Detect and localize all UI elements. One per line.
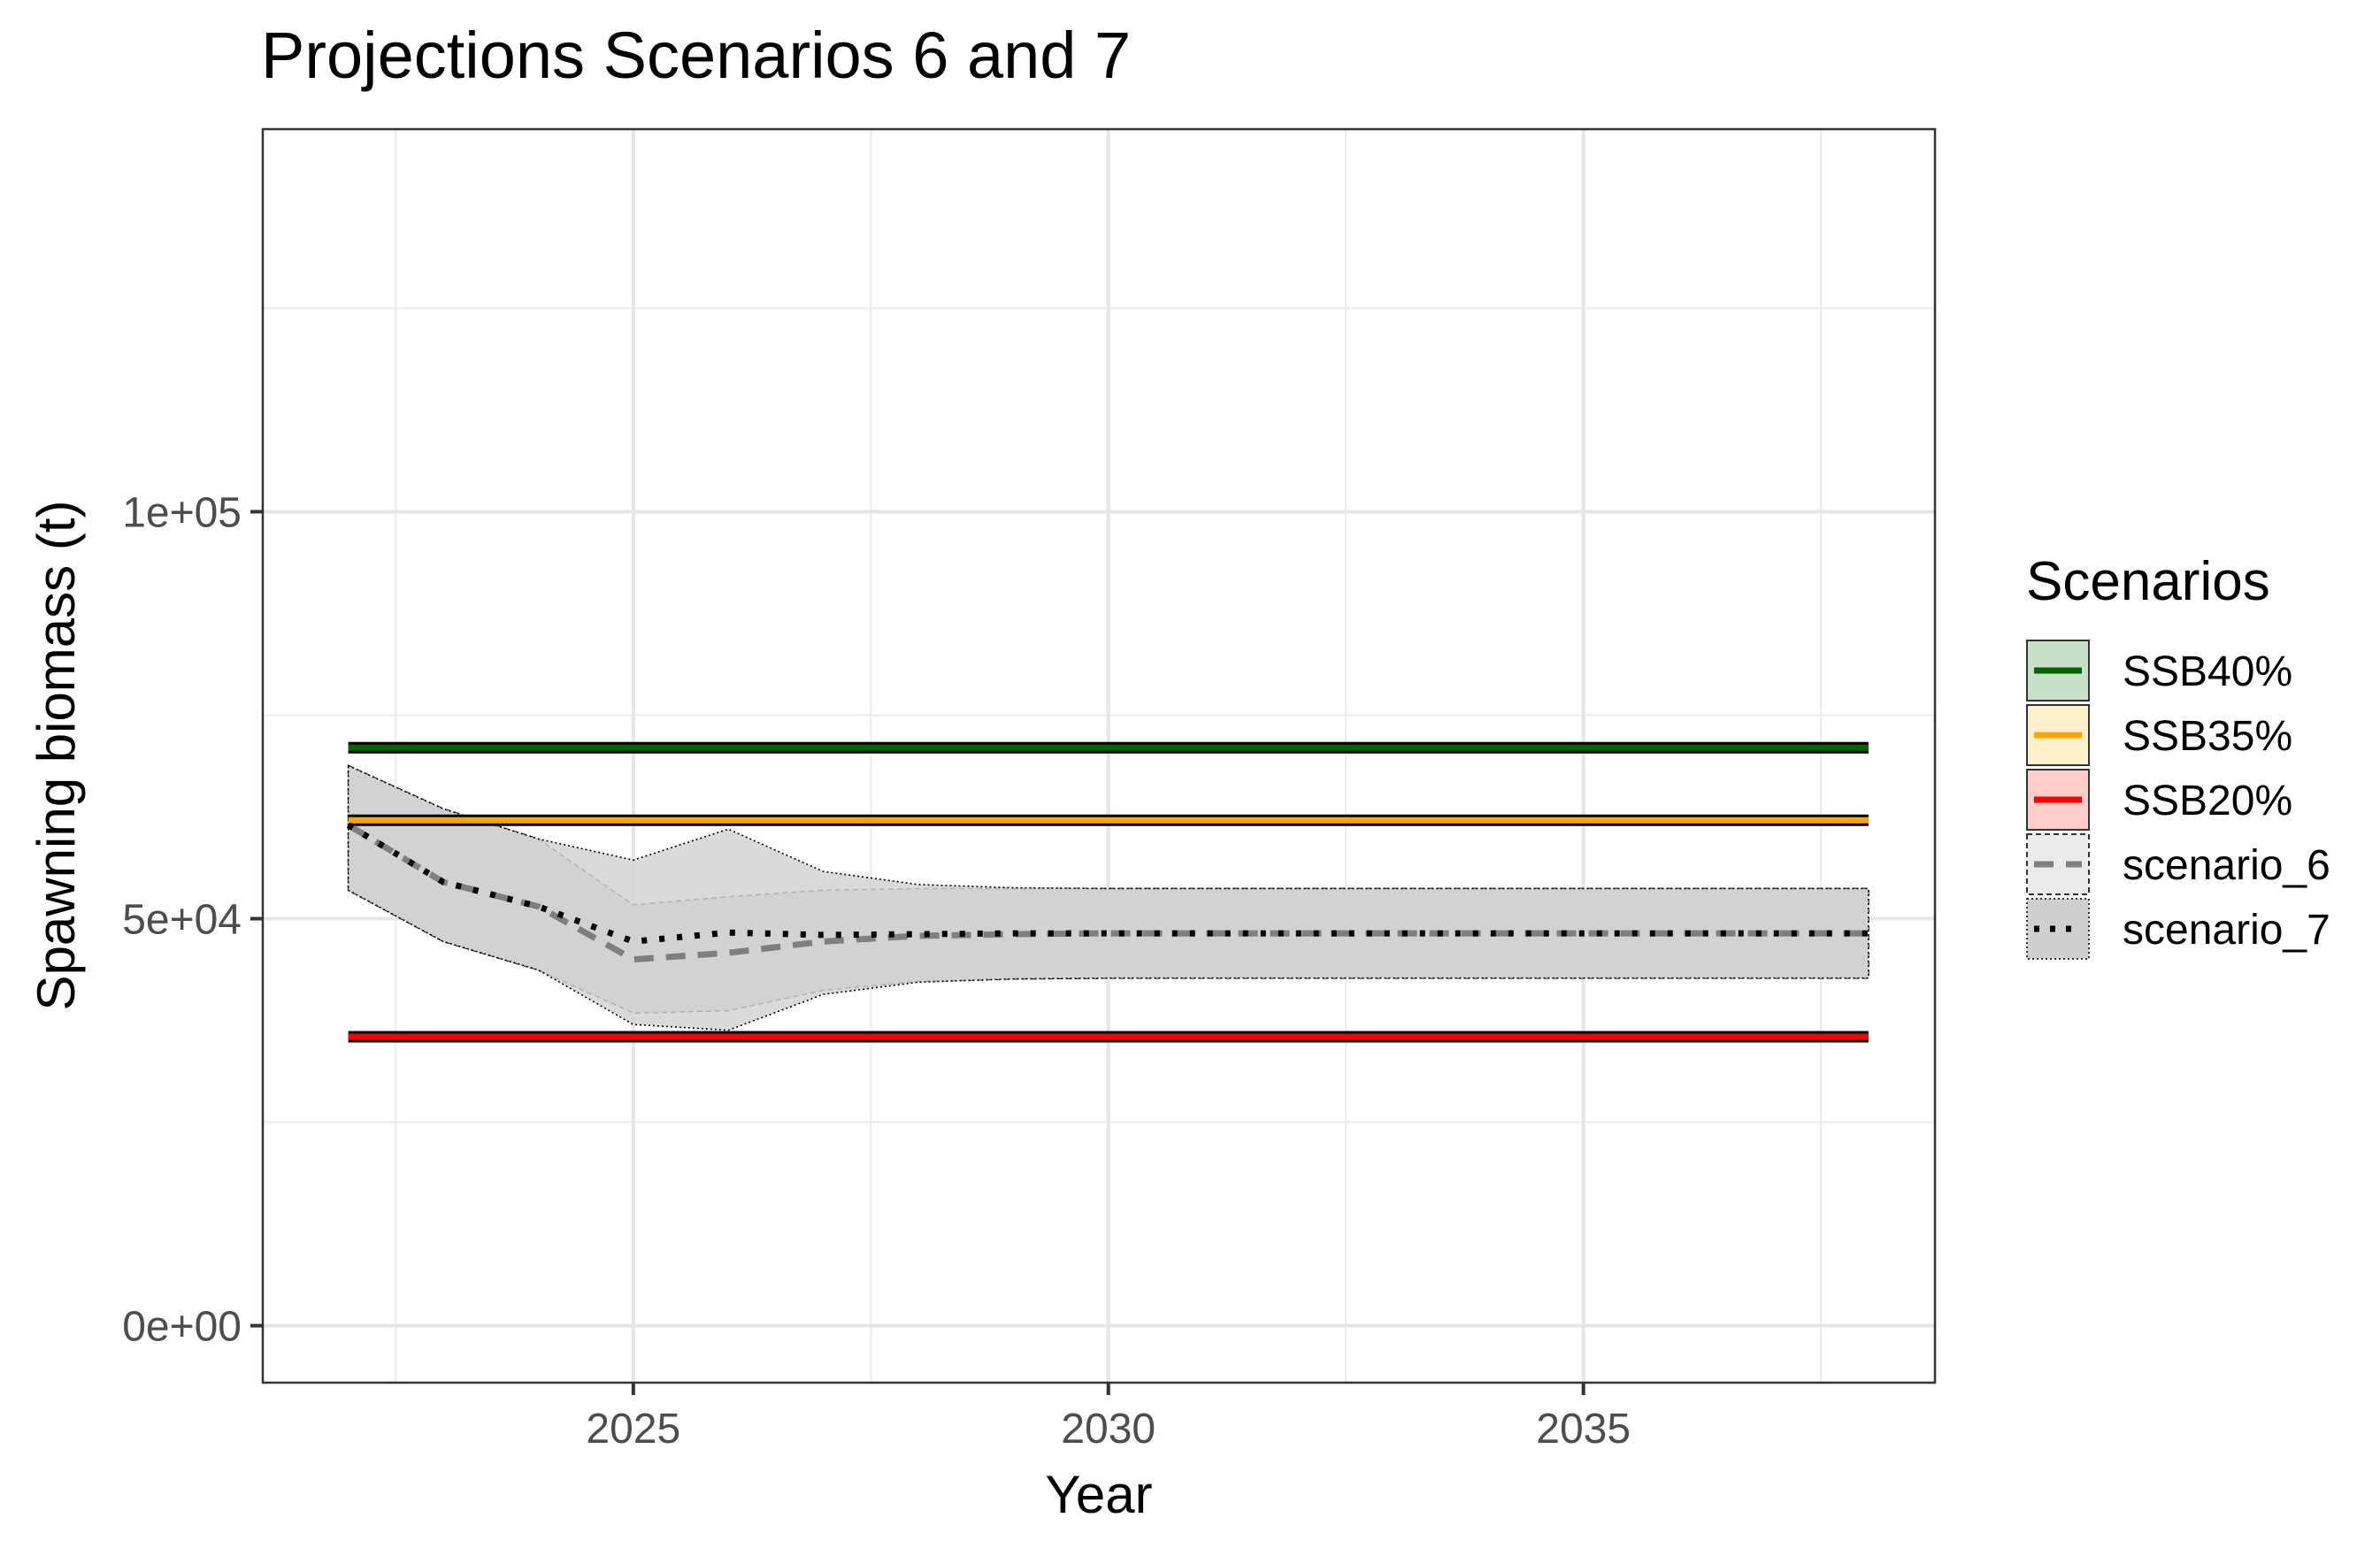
legend-item-label: SSB35% [2123,713,2292,760]
x-axis-title: Year [1045,1465,1152,1524]
plot-panel [261,127,1937,1384]
legend: Scenarios SSB40% SSB35% SSB20% scenario_6sc… [2026,551,2330,960]
panel-border [261,127,1937,1384]
legend-items: SSB40% SSB35% SSB20% scenario_6 scenario_7 [2026,640,2330,960]
y-tick-label: 1e+05 [122,489,242,536]
legend-item-label: scenario_7 [2123,907,2330,954]
legend-item-label: SSB40% [2123,648,2292,695]
y-tick-label: 5e+04 [122,897,242,944]
y-axis-title: Spawning biomass (t) [27,501,86,1011]
legend-item-label: scenario_6 [2123,842,2330,889]
y-tick-label: 0e+00 [122,1304,242,1351]
ribbon-layer [347,764,1869,1031]
x-tick-label: 2025 [586,1406,680,1453]
x-tick-label: 2035 [1536,1406,1631,1453]
reference-line-layer [348,741,1869,1043]
x-tick-label: 2030 [1061,1406,1155,1453]
axis-layer: 2025 2030 2035 0e+00 5e+04 1e+05 [122,489,1631,1453]
scenario_7-confidence-ribbon [347,764,1869,1031]
chart-title: Projections Scenarios 6 and 7 [261,19,1131,92]
legend-item-label: SSB20% [2123,778,2292,824]
series-layer [346,822,1869,963]
scenario_7-line [346,822,1869,945]
legend-title: Scenarios [2026,551,2270,612]
